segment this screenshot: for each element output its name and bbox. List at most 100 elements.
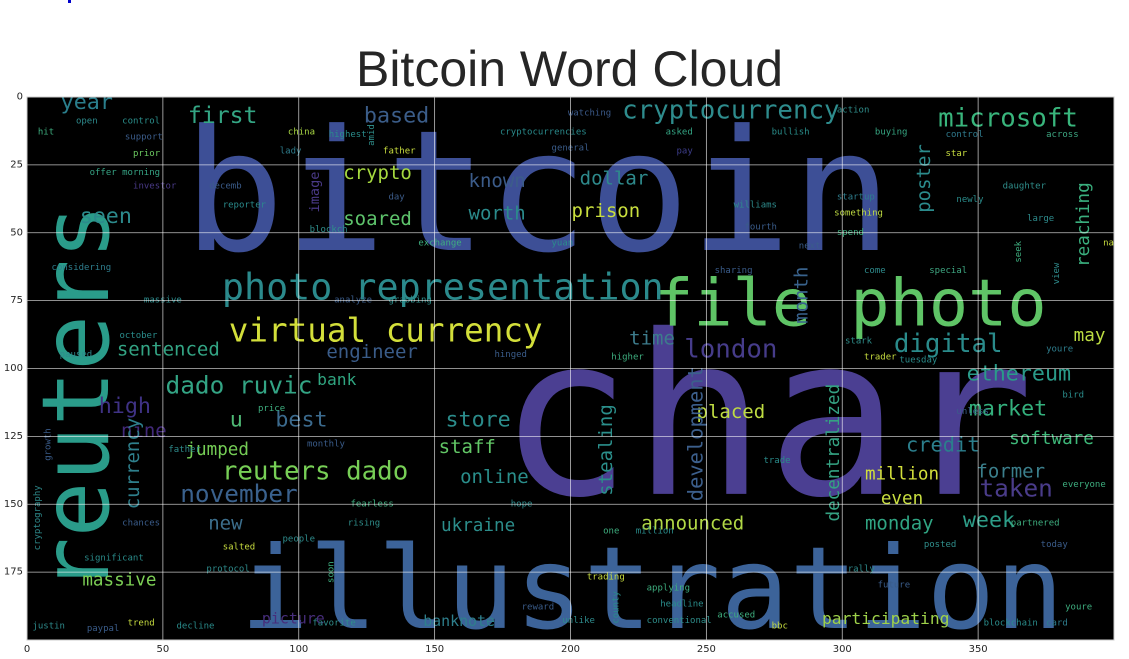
word-124: posted [924,540,957,550]
word-117: chances [122,518,160,528]
word-28: bank [317,370,356,389]
word-47: new [208,512,243,534]
x-tick-label-4: 200 [561,644,580,655]
word-141: trend [128,619,155,629]
plot-frame [26,96,1115,641]
word-48: ukraine [441,516,515,536]
word-76: bullish [772,127,810,137]
word-20: dollar [580,167,649,189]
word-101: next [799,241,821,251]
word-105: higher [611,353,644,363]
word-79: across [1046,130,1079,140]
word-144: future [878,581,911,591]
word-6: virtual currency [229,311,543,349]
word-148: nal [1103,239,1119,249]
y-tick-label-5: 125 [4,431,23,442]
word-17: based [364,104,429,129]
word-107: tuesday [899,355,938,365]
word-66: open [76,116,98,126]
word-109: stark [845,336,873,346]
word-119: one [603,526,619,536]
word-68: china [288,127,315,137]
word-134: accused [717,611,755,621]
y-tick-label-7: 175 [4,567,23,578]
word-138: youre [1065,602,1092,612]
word-83: offer morning [90,168,160,178]
word-146: everyone [1062,480,1105,490]
word-69: highest [329,130,367,140]
x-tick-label-1: 50 [157,644,170,655]
word-25: sentenced [117,338,220,360]
word-113: monthly [307,440,346,450]
word-56: stealing [595,404,617,496]
word-142: decline [177,621,215,631]
word-22: worth [469,203,526,225]
word-81: action [837,106,870,116]
word-154: startup [837,192,875,202]
mark-dot [68,0,71,3]
word-65: prior [133,149,161,159]
word-128: trading [587,573,625,583]
x-tick-label-6: 300 [833,644,852,655]
word-18: crypto [343,162,412,184]
word-13: november [180,479,297,508]
word-139: justin [32,621,65,631]
word-15: year [61,90,113,115]
chart-title: Bitcoin Word Cloud [355,41,784,97]
word-123: partnered [1011,518,1060,528]
word-23: prison [572,200,641,222]
word-50: massive [82,570,156,590]
word-93: large [1027,214,1054,224]
word-149: cryptography [33,485,43,551]
word-86: investor [133,182,177,192]
word-27: time [629,328,675,350]
word-75: pay [677,146,694,156]
word-114: trade [763,456,790,466]
word-19: known [469,170,526,192]
word-129: applying [647,583,690,593]
word-44: even [881,489,923,509]
word-143: favorite [312,619,355,629]
word-33: jumped [185,440,249,460]
word-87: day [388,192,405,202]
word-132: unlike [562,616,595,626]
word-42: former [976,461,1045,483]
word-70: lady [280,146,302,156]
word-40: software [1009,429,1094,449]
word-80: watching [568,108,611,118]
y-tick-label-4: 100 [4,363,23,374]
y-tick-label-6: 150 [4,499,23,510]
word-10: dado ruvic [166,370,313,399]
word-90: something [834,209,883,219]
word-159: blockch [310,225,348,235]
x-tick-label-5: 250 [697,644,716,655]
word-55: currency [122,418,144,510]
word-130: headline [660,600,703,610]
word-150: growth [44,428,54,461]
word-64: support [125,133,163,143]
word-37: placed [697,401,766,423]
x-tick-label-2: 100 [289,644,308,655]
word-100: come [864,266,886,276]
word-9: reuters dado [222,457,408,487]
y-tick-label-0: 0 [17,92,23,103]
word-137: card [1046,619,1068,629]
word-95: considering [52,263,112,273]
word-121: salted [223,543,256,553]
x-tick-label-3: 150 [425,644,444,655]
word-39: market [969,397,1047,422]
word-104: hinged [494,350,527,360]
word-153: county [612,591,622,624]
word-0: bitcoin [183,94,892,290]
ticks-layer: 0 50 100 150 200 250 300 350 0 25 50 75 100 125 150 175 [4,92,988,656]
word-103: paused [60,350,93,360]
word-85: reporter [223,201,267,211]
x-tick-label-0: 0 [24,644,30,655]
word-46: week [963,508,1015,533]
word-135: bbc [772,621,788,631]
word-16: first [188,103,258,129]
word-147: bird [1062,391,1084,401]
word-12: digital [894,329,1003,359]
word-4: file photo [654,265,1046,341]
